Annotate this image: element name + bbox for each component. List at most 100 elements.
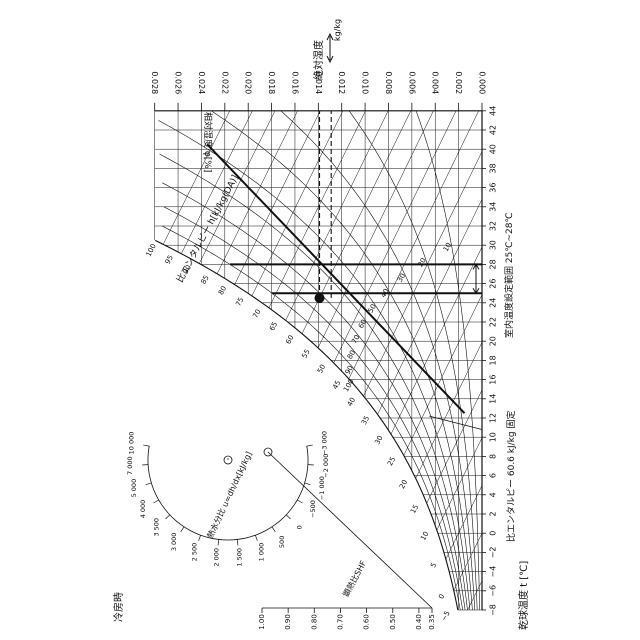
enthalpy-tick-label: 30 [373,434,384,446]
rh-curve-label: 70 [350,333,361,345]
y-tick-label: 0.012 [337,71,346,94]
enthalpy-tick-label: 55 [300,348,311,360]
enthalpy-tick-label: 35 [360,415,371,427]
enthalpy-line [269,111,366,308]
y-tick-label-wrap: 0.002 [454,71,463,94]
moisture-tick-label: −500 [309,500,317,518]
enthalpy-tick-label: 40 [346,396,357,408]
rh-curve-label-wrap: 90 [344,364,355,376]
enthalpy-tick-label-wrap: 35 [360,415,371,427]
y-tick-label: 0.000 [478,71,487,94]
x-tick-label: 18 [489,355,498,365]
x-tick-label: 30 [489,240,498,250]
enthalpy-tick-label-wrap: 0 [437,593,446,601]
x-tick-label: 24 [489,298,498,308]
y-tick-label-wrap: 0.006 [407,71,416,94]
enthalpy-tick-label-wrap: 45 [331,379,342,391]
enthalpy-tick-label: 15 [409,503,420,515]
rh-curve-label: 10 [442,241,453,253]
fixed-enthalpy-annotation: 比エンタルピー 60.6 kJ/kg 固定 [505,411,517,542]
x-tick-label-wrap: 30 [489,240,498,250]
moisture-tick-mark [305,483,311,485]
moisture-tick-mark [307,445,313,446]
x-tick-label-wrap: 0 [489,531,498,536]
y-tick-label-wrap: 0.020 [244,71,253,94]
x-tick-label: 32 [489,221,498,231]
enthalpy-line [446,485,482,559]
moisture-tick-label: 3 000 [170,533,178,552]
enthalpy-line [378,199,482,414]
x-tick-label: −8 [489,604,498,616]
x-tick-label-wrap: 34 [489,202,498,212]
y-tick-label: 0.028 [150,71,159,94]
rh-axis-label: 相対湿度 φ[%] [202,112,214,172]
shf-tick-label: 0.70 [336,614,344,630]
moisture-tick-label-wrap: 4 000 [139,500,147,519]
shf-tick-label-wrap: 0.60 [363,614,371,630]
x-tick-label-wrap: 24 [489,298,498,308]
x-tick-label: 14 [489,394,498,404]
moisture-tick-mark [165,515,169,519]
x-tick-label: 16 [489,375,498,385]
enthalpy-tick-label: 45 [331,379,342,391]
moisture-label-wrap: 熱水分比 u=dh/dx[kJ/kg] [205,450,254,540]
y-tick-label-wrap: 0.010 [361,71,370,94]
enthalpy-line [437,438,482,530]
x-tick-label-wrap: 10 [489,432,498,442]
enthalpy-tick-label-wrap: −5 [440,610,452,623]
enthalpy-tick-label-wrap: 65 [268,321,279,333]
moisture-tick-label-wrap: 10 000 [127,432,135,455]
moisture-tick-label: 5 000 [130,479,138,498]
moisture-tick-label: −3 000 [321,431,329,455]
shf-axis-label: 顕熱比SHF [341,558,369,598]
labels-layer: −8−6−4−202468101214161820222426283032343… [145,71,498,622]
moisture-tick-label-wrap: −500 [309,500,317,518]
enthalpy-tick-label-wrap: 20 [398,479,409,491]
x-tick-label: 26 [489,279,498,289]
shf-tick-label-wrap: 1.00 [258,614,266,630]
x-tick-label-wrap: 14 [489,394,498,404]
moisture-tick-label-wrap: 2 000 [213,548,221,567]
shf-tick-label: 0.90 [284,614,292,630]
moisture-tick-label: 7 000 [126,456,134,475]
enthalpy-tick-label-wrap: 10 [419,530,430,542]
moisture-ratio-label: 熱水分比 u=dh/dx[kJ/kg] [205,450,254,540]
x-tick-label-wrap: 22 [489,317,498,327]
enthalpy-tick-label: 85 [199,274,210,286]
x-tick-label-wrap: 44 [489,106,498,116]
moisture-tick-mark [146,483,152,485]
yaxis-unit-wrap: kg/kg [333,19,342,41]
supply-ratio-line [207,144,464,413]
y-axis-label: 絶対湿度 [312,40,325,80]
x-tick-label-wrap: 8 [489,454,498,459]
enthalpy-line [286,111,389,321]
enthalpy-tick-label-wrap: 5 [429,561,438,569]
x-tick-label-wrap: 16 [489,375,498,385]
enthalpy-line [318,111,433,348]
enthalpy-tick-label-wrap: 55 [300,348,311,360]
enthalpy-tick-label-wrap: 70 [251,308,262,320]
enthalpy-tick-label: 65 [268,321,279,333]
rh-curve-label-wrap: 30 [396,272,407,284]
moisture-tick-label-wrap: 500 [278,536,286,548]
enthalpy-tick-label: 5 [429,561,438,569]
x-tick-label: 20 [489,336,498,346]
y-tick-label: 0.018 [267,71,276,94]
moisture-tick-label-wrap: 0 [295,525,303,529]
rh-curve-label: 30 [396,272,407,284]
x-tick-label: 22 [489,317,498,327]
room-range-annotation: 室内温度設定範囲 25℃~28℃ [503,212,515,338]
moisture-tick-label: 1 500 [235,548,243,567]
enthalpy-tick-label: 60 [284,334,295,346]
enthalpy-tick-label-wrap: 100 [145,243,158,259]
x-tick-label-wrap: 32 [489,221,498,231]
x-tick-label-wrap: 18 [489,355,498,365]
shf-tick-label-wrap: 0.35 [428,614,436,630]
x-tick-label: 2 [489,511,498,516]
shf-tick-label: 0.40 [415,614,423,630]
shf-tick-label: 0.60 [363,614,371,630]
y-tick-label-wrap: 0.008 [384,71,393,94]
shf-tick-label-wrap: 0.50 [389,614,397,630]
moisture-tick-mark [297,500,302,503]
y-tick-label: 0.002 [454,71,463,94]
